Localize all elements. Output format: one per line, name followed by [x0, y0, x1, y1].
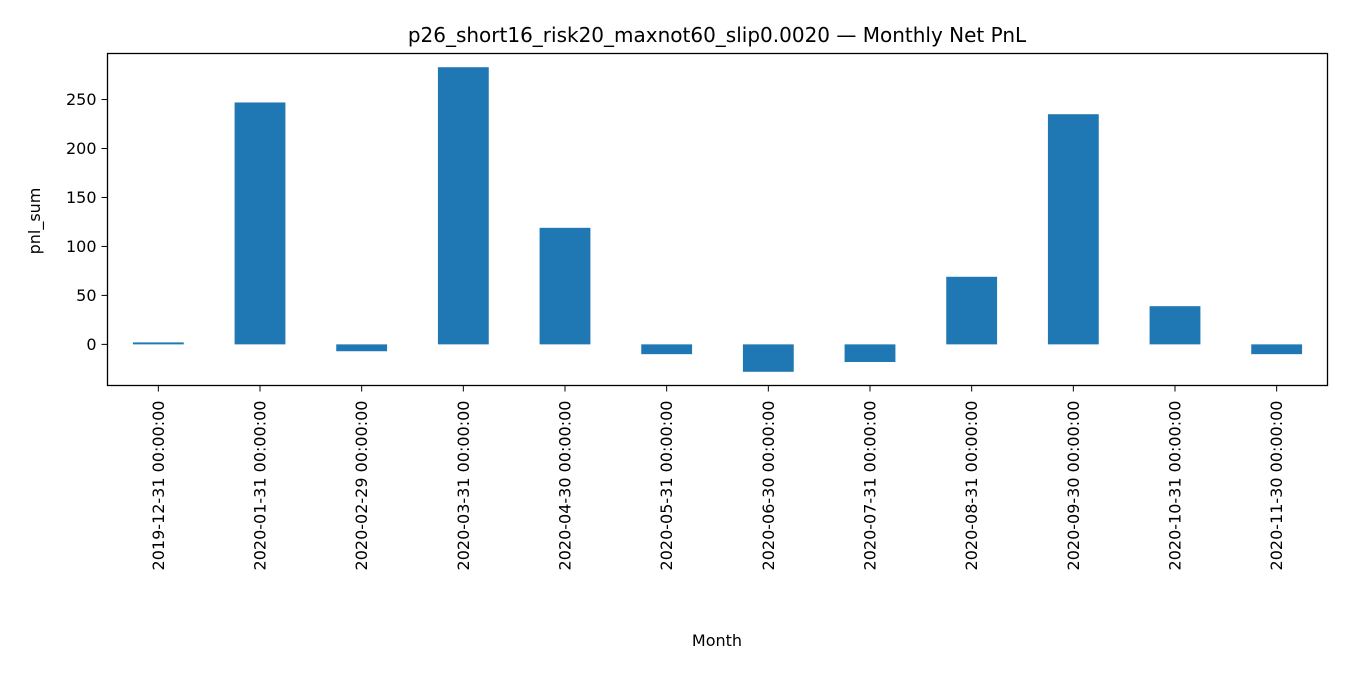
- y-tick-label: 200: [66, 139, 97, 158]
- y-axis-ticks: 0 50 100 150 200 250: [66, 90, 108, 354]
- x-tick-label: 2020-09-30 00:00:00: [1064, 401, 1083, 571]
- x-tick-label: 2020-08-31 00:00:00: [962, 401, 981, 571]
- chart-title: p26_short16_risk20_maxnot60_slip0.0020 —…: [408, 23, 1027, 47]
- bar: [1047, 114, 1099, 345]
- bar: [1149, 306, 1201, 345]
- bar: [946, 276, 998, 345]
- x-tick-label: 2020-04-30 00:00:00: [556, 401, 575, 571]
- y-axis-label: pnl_sum: [25, 188, 45, 255]
- y-tick-label: 50: [76, 286, 96, 305]
- x-tick-label: 2020-11-30 00:00:00: [1267, 401, 1286, 571]
- y-tick-label: 0: [86, 335, 96, 354]
- bar: [234, 102, 286, 345]
- bar: [132, 342, 184, 345]
- bars-group: [132, 67, 1303, 372]
- bar: [844, 344, 896, 362]
- x-tick-label: 2019-12-31 00:00:00: [149, 401, 168, 571]
- x-tick-label: 2020-02-29 00:00:00: [352, 401, 371, 571]
- x-tick-label: 2020-03-31 00:00:00: [454, 401, 473, 571]
- y-tick-label: 250: [66, 90, 97, 109]
- x-axis-label: Month: [692, 631, 742, 650]
- y-tick-label: 150: [66, 188, 97, 207]
- bar: [336, 344, 388, 352]
- bar: [742, 344, 794, 372]
- bar: [539, 227, 591, 345]
- y-tick-label: 100: [66, 237, 97, 256]
- bar: [1251, 344, 1303, 355]
- bar: [437, 67, 489, 345]
- x-tick-label: 2020-01-31 00:00:00: [251, 401, 270, 571]
- x-tick-label: 2020-07-31 00:00:00: [861, 401, 880, 571]
- x-tick-label: 2020-10-31 00:00:00: [1166, 401, 1185, 571]
- plot-area-frame: [106, 52, 1329, 387]
- x-tick-label: 2020-05-31 00:00:00: [657, 401, 676, 571]
- x-tick-label: 2020-06-30 00:00:00: [759, 401, 778, 571]
- x-axis-ticks: 2019-12-31 00:00:00 2020-01-31 00:00:00 20…: [149, 385, 1286, 571]
- bar: [641, 344, 693, 355]
